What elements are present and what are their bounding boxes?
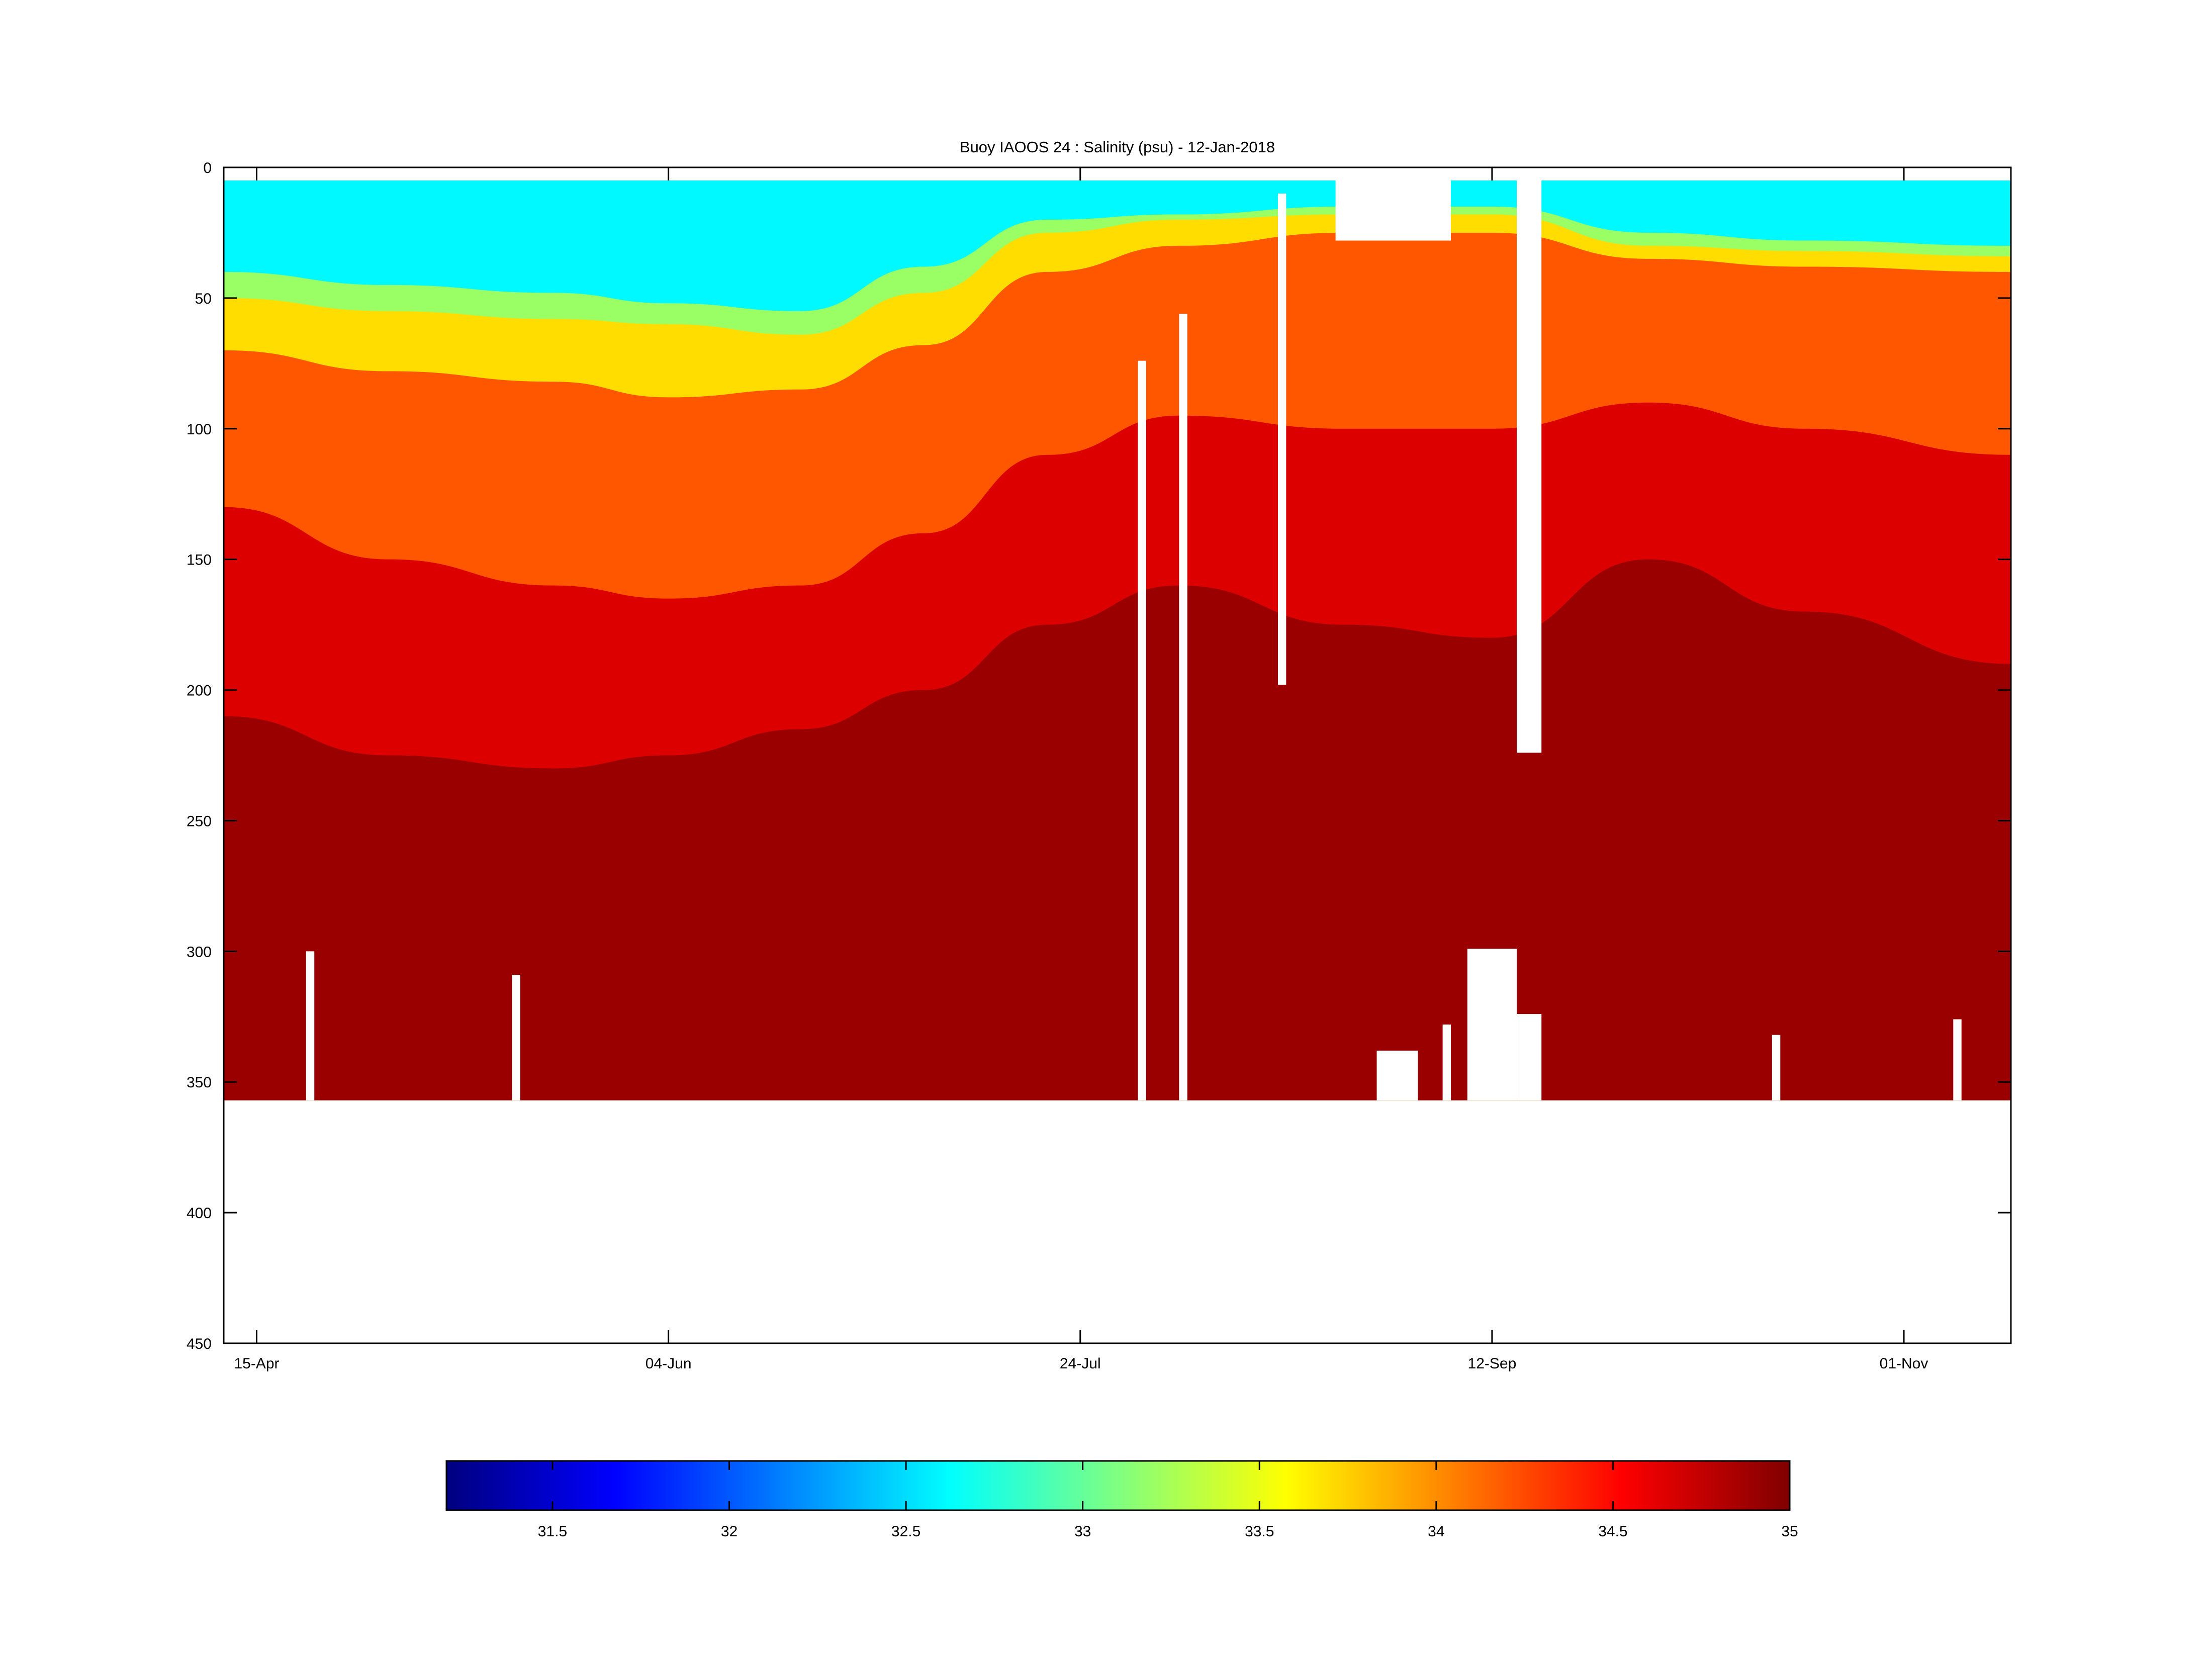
y-tick-label: 0 bbox=[203, 160, 212, 176]
salinity-band-34.9 bbox=[224, 559, 2011, 1100]
colorbar-tick-label: 34 bbox=[1428, 1523, 1444, 1540]
colorbar-tick-label: 32.5 bbox=[891, 1523, 920, 1540]
y-tick-label: 150 bbox=[187, 552, 212, 569]
colorbar-tick-label: 31.5 bbox=[538, 1523, 567, 1540]
plot-area bbox=[224, 180, 2011, 1100]
x-tick-label: 15-Apr bbox=[234, 1355, 280, 1372]
y-tick-label: 100 bbox=[187, 421, 212, 438]
x-tick-label: 04-Jun bbox=[646, 1355, 692, 1372]
y-tick-label: 50 bbox=[195, 291, 212, 307]
y-tick-label: 450 bbox=[187, 1336, 212, 1352]
colorbar-ticks: 31.5 32 32.5 33 33.5 34 34.5 35 bbox=[538, 1461, 1798, 1540]
data-gap bbox=[1335, 180, 1451, 241]
x-tick-label: 24-Jul bbox=[1060, 1355, 1101, 1372]
y-tick-label: 200 bbox=[187, 683, 212, 699]
colorbar-tick-label: 34.5 bbox=[1598, 1523, 1627, 1540]
data-gap bbox=[1772, 1035, 1781, 1100]
depth-axis: 0 50 100 150 200 250 300 350 400 450 bbox=[187, 160, 2011, 1352]
colorbar: 31.5 32 32.5 33 33.5 34 34.5 35 bbox=[445, 1460, 1798, 1540]
data-gap bbox=[512, 975, 520, 1100]
data-gaps bbox=[306, 180, 1962, 1100]
y-tick-label: 400 bbox=[187, 1205, 212, 1222]
salinity-field bbox=[224, 180, 2011, 1100]
x-tick-label: 01-Nov bbox=[1880, 1355, 1928, 1372]
plot-frame bbox=[223, 166, 2012, 1344]
colorbar-tick-label: 35 bbox=[1781, 1523, 1798, 1540]
data-gap bbox=[1517, 1014, 1542, 1100]
colorbar-tick-label: 33 bbox=[1074, 1523, 1091, 1540]
chart-title: Buoy IAOOS 24 : Salinity (psu) - 12-Jan-… bbox=[960, 138, 1275, 156]
colorbar-tick-label: 33.5 bbox=[1245, 1523, 1274, 1540]
data-gap bbox=[1953, 1019, 1962, 1100]
colorbar-bar bbox=[445, 1460, 1791, 1511]
y-tick-label: 350 bbox=[187, 1074, 212, 1091]
data-gap bbox=[1467, 949, 1517, 1100]
data-gap bbox=[306, 951, 315, 1100]
y-tick-label: 300 bbox=[187, 944, 212, 960]
data-gap bbox=[1179, 314, 1187, 1100]
data-gap bbox=[1277, 193, 1286, 685]
y-tick-label: 250 bbox=[187, 813, 212, 829]
data-gap bbox=[1442, 1024, 1451, 1100]
x-tick-label: 12-Sep bbox=[1468, 1355, 1517, 1372]
colorbar-tick-label: 32 bbox=[721, 1523, 738, 1540]
date-axis: 15-Apr 04-Jun 24-Jul 12-Sep 01-Nov bbox=[234, 167, 1928, 1372]
data-gap bbox=[1376, 1050, 1418, 1100]
data-gap bbox=[1517, 180, 1542, 753]
data-gap bbox=[1138, 360, 1146, 1100]
